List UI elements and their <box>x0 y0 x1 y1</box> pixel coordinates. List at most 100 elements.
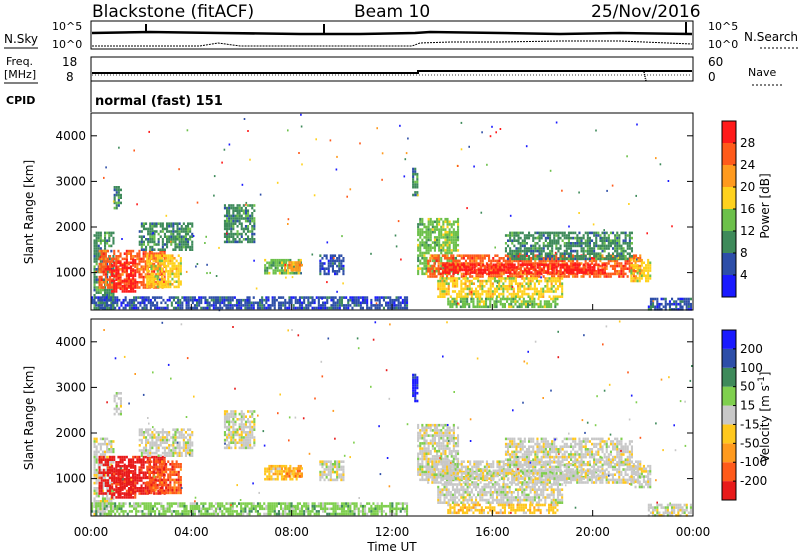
heatmap-cell <box>511 266 514 269</box>
heatmap-cell <box>138 281 141 284</box>
heatmap-cell <box>267 296 270 299</box>
heatmap-cell <box>559 282 562 285</box>
heatmap-cell <box>423 225 426 229</box>
heatmap-cell <box>620 249 623 253</box>
nave-tick-top: 60 <box>708 55 723 69</box>
heatmap-cell <box>489 277 492 280</box>
heatmap-cell <box>125 283 128 287</box>
heatmap-cell <box>104 510 107 513</box>
heatmap-cell <box>240 304 243 307</box>
heatmap-cell <box>567 255 570 258</box>
heatmap-cell <box>532 244 535 248</box>
heatmap-cell <box>223 222 226 225</box>
heatmap-cell <box>121 468 124 472</box>
heatmap-cell <box>182 240 185 244</box>
heatmap-cell <box>251 204 254 207</box>
heatmap-cell <box>221 306 224 310</box>
heatmap-cell <box>277 301 280 305</box>
heatmap-cell <box>142 270 145 274</box>
heatmap-cell <box>125 287 128 291</box>
heatmap-cell <box>469 263 472 267</box>
heatmap-cell <box>448 230 451 234</box>
heatmap-cell <box>153 255 156 258</box>
heatmap-cell <box>452 275 455 278</box>
heatmap-cell <box>525 249 528 253</box>
heatmap-cell <box>184 243 187 246</box>
heatmap-cell <box>553 236 556 240</box>
heatmap-cell <box>123 279 126 283</box>
heatmap-cell <box>136 252 139 255</box>
heatmap-cell <box>251 230 254 233</box>
heatmap-cell <box>319 304 322 307</box>
heatmap-cell <box>294 301 297 305</box>
heatmap-cell <box>288 263 291 267</box>
heatmap-cell <box>95 494 98 498</box>
heatmap-cell <box>451 285 454 288</box>
heatmap-cell <box>105 296 108 299</box>
heatmap-cell <box>284 298 287 302</box>
heatmap-cell <box>647 258 650 262</box>
heatmap-cell <box>112 236 115 240</box>
heatmap-cell <box>327 267 330 270</box>
heatmap-cell <box>523 285 526 288</box>
heatmap-cell <box>532 239 535 242</box>
heatmap-cell <box>628 231 631 235</box>
heatmap-cell <box>630 262 633 265</box>
heatmap-cell <box>431 225 434 229</box>
heatmap-cell <box>536 257 539 261</box>
heatmap-cell <box>144 260 147 263</box>
heatmap-cell <box>145 227 148 231</box>
heatmap-cell <box>450 249 453 252</box>
heatmap-cell <box>167 272 170 276</box>
heatmap-cell <box>508 287 511 291</box>
heatmap-cell <box>104 257 107 261</box>
heatmap-cell <box>493 287 496 291</box>
heatmap-cell <box>466 295 469 298</box>
heatmap-cell <box>500 275 503 278</box>
heatmap-cell <box>102 479 105 482</box>
heatmap-cell <box>477 272 480 276</box>
heatmap-cell <box>182 238 185 241</box>
heatmap-cell <box>403 304 406 307</box>
heatmap-cell <box>106 481 109 485</box>
heatmap-cell <box>496 279 499 283</box>
heatmap-cell <box>355 301 358 305</box>
heatmap-cell <box>406 298 409 302</box>
heatmap-cell <box>154 306 157 310</box>
heatmap-cell <box>280 269 283 272</box>
heatmap-cell <box>536 236 539 240</box>
heatmap-cell <box>296 269 299 272</box>
heatmap-cell <box>462 282 465 285</box>
heatmap-cell <box>119 201 122 205</box>
heatmap-cell <box>506 259 509 263</box>
heatmap-cell <box>247 227 250 231</box>
heatmap-cell <box>182 243 185 246</box>
heatmap-cell <box>599 239 602 242</box>
heatmap-cell <box>521 255 524 258</box>
heatmap-cell <box>138 455 141 459</box>
heatmap-cell <box>228 227 231 231</box>
heatmap-cell <box>99 442 102 446</box>
heatmap-cell <box>580 268 583 272</box>
heatmap-cell <box>234 206 237 210</box>
heatmap-cell <box>599 255 602 258</box>
heatmap-cell <box>511 259 514 263</box>
heatmap-cell <box>576 236 579 240</box>
heatmap-cell <box>546 290 549 293</box>
heatmap-cell <box>248 296 251 299</box>
heatmap-cell <box>102 268 105 271</box>
heatmap-cell <box>601 268 604 272</box>
heatmap-cell <box>117 188 120 192</box>
heatmap-cell <box>553 255 556 258</box>
heatmap-cell <box>524 300 527 303</box>
heatmap-cell <box>142 286 145 289</box>
heatmap-cell <box>470 292 473 296</box>
heatmap-cell <box>163 259 166 263</box>
heatmap-cell <box>100 481 103 485</box>
heatmap-cell <box>499 300 502 303</box>
heatmap-cell <box>364 298 367 302</box>
heatmap-cell <box>551 239 554 242</box>
heatmap-cell <box>163 285 166 289</box>
heatmap-cell <box>582 263 585 267</box>
heatmap-cell <box>256 304 259 307</box>
